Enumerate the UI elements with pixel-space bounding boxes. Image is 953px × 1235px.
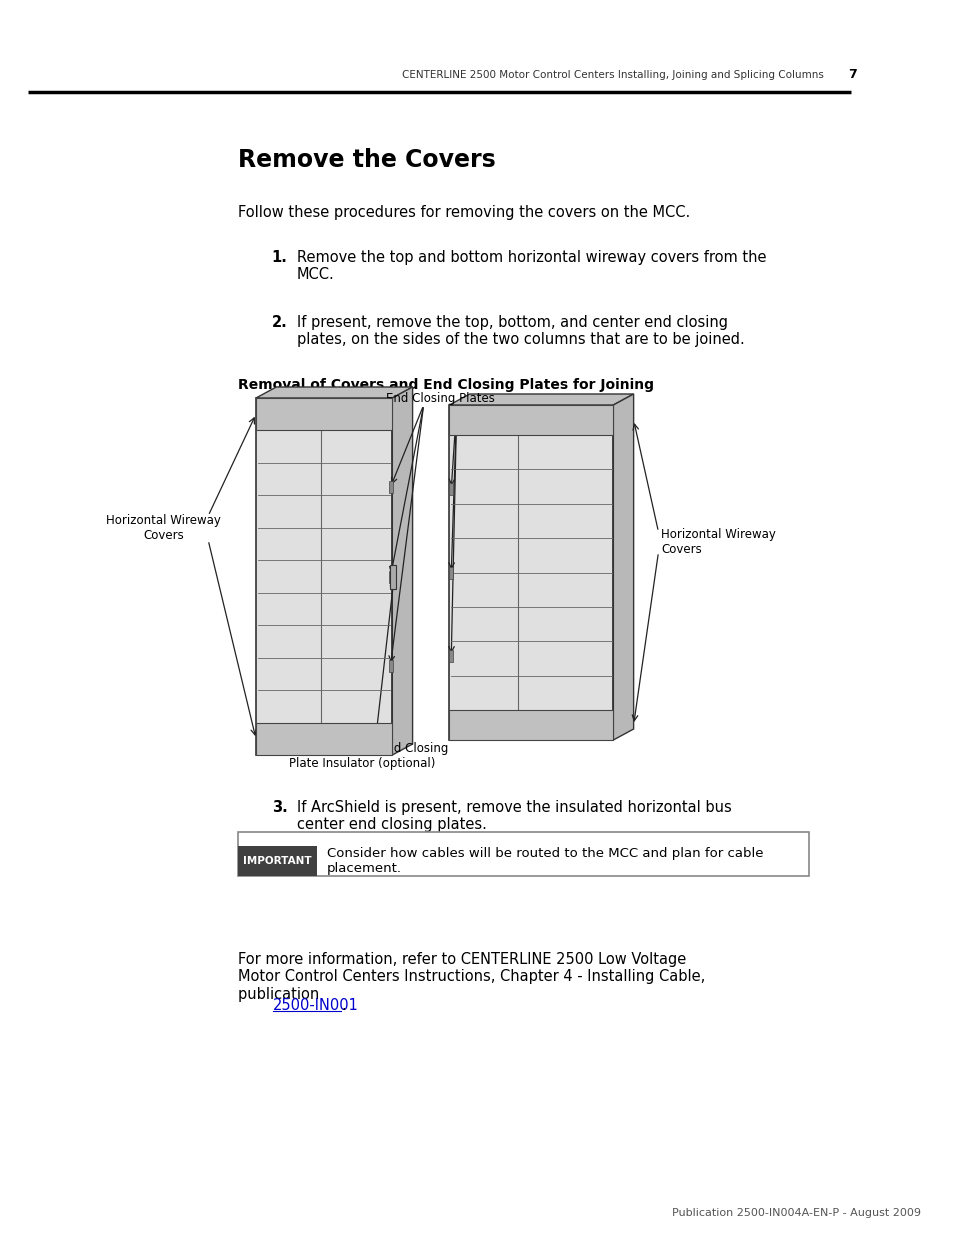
Bar (255, 722, 392, 755)
Polygon shape (255, 387, 412, 398)
Text: Horizontal Wireway
Covers: Horizontal Wireway Covers (660, 529, 776, 556)
Bar (388, 659, 393, 672)
Text: Remove the Covers: Remove the Covers (237, 148, 495, 172)
Text: 1.: 1. (272, 249, 287, 266)
Text: 2.: 2. (272, 315, 287, 330)
Bar (388, 571, 393, 583)
Text: 3.: 3. (272, 800, 287, 815)
Bar (449, 405, 613, 740)
Bar (449, 710, 613, 740)
Text: If ArcShield is present, remove the insulated horizontal bus
center end closing : If ArcShield is present, remove the insu… (296, 800, 731, 832)
Polygon shape (392, 387, 412, 755)
Text: Publication 2500-IN004A-EN-P - August 2009: Publication 2500-IN004A-EN-P - August 20… (672, 1208, 921, 1218)
FancyBboxPatch shape (237, 846, 316, 876)
Text: 7: 7 (847, 68, 856, 82)
Text: If present, remove the top, bottom, and center end closing
plates, on the sides : If present, remove the top, bottom, and … (296, 315, 743, 347)
Bar (255, 398, 392, 755)
Text: IMPORTANT: IMPORTANT (243, 856, 312, 866)
Text: ArcShield Center End Closing
Plate Insulator (optional): ArcShield Center End Closing Plate Insul… (275, 742, 448, 769)
Bar (448, 651, 453, 662)
Polygon shape (449, 394, 633, 405)
Text: .: . (341, 998, 346, 1013)
Text: Removal of Covers and End Closing Plates for Joining: Removal of Covers and End Closing Plates… (237, 378, 653, 391)
Text: Remove the top and bottom horizontal wireway covers from the
MCC.: Remove the top and bottom horizontal wir… (296, 249, 765, 283)
Text: CENTERLINE 2500 Motor Control Centers Installing, Joining and Splicing Columns: CENTERLINE 2500 Motor Control Centers In… (402, 70, 823, 80)
Bar (388, 482, 393, 493)
Text: Follow these procedures for removing the covers on the MCC.: Follow these procedures for removing the… (237, 205, 689, 220)
Text: For more information, refer to CENTERLINE 2500 Low Voltage
Motor Control Centers: For more information, refer to CENTERLIN… (237, 952, 704, 1002)
Bar (448, 567, 453, 578)
Bar (449, 405, 613, 435)
Bar (448, 483, 453, 495)
Text: Consider how cables will be routed to the MCC and plan for cable
placement.: Consider how cables will be routed to th… (327, 847, 762, 876)
Text: Horizontal Wireway
Covers: Horizontal Wireway Covers (107, 514, 221, 542)
Text: 2500-IN001: 2500-IN001 (273, 998, 358, 1013)
Text: End Closing Plates: End Closing Plates (385, 391, 495, 405)
Polygon shape (613, 394, 633, 740)
Bar (255, 398, 392, 430)
Bar (389, 564, 395, 589)
